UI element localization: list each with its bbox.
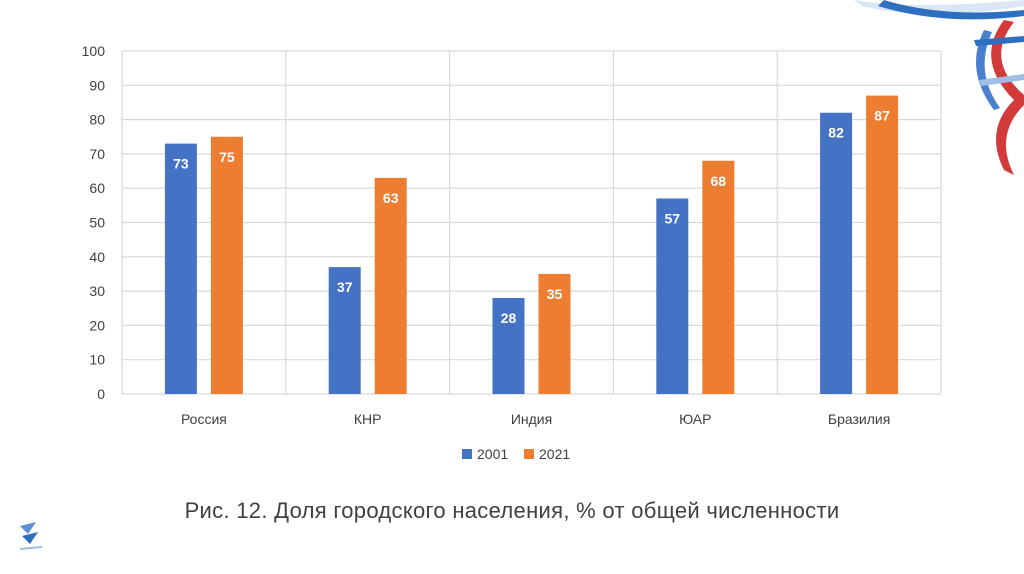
legend-label: 2021	[539, 446, 570, 462]
data-label: 35	[547, 286, 563, 302]
bar-2001-0	[164, 143, 197, 394]
data-label: 63	[383, 190, 399, 206]
data-label: 75	[219, 149, 235, 165]
bar-chart: 0 10 20 30 40 50 60 70 80 90 100 73 75 37 63 28 35 57 68 8…	[82, 43, 942, 462]
data-label: 73	[173, 156, 189, 172]
y-tick-label: 100	[82, 43, 106, 59]
y-tick-label: 10	[89, 352, 105, 368]
data-label: 37	[337, 279, 353, 295]
chart-grid	[121, 50, 942, 395]
y-tick-label: 50	[89, 215, 105, 231]
y-tick-label: 80	[89, 112, 105, 128]
x-tick-label: ЮАР	[679, 411, 711, 427]
y-tick-label: 40	[89, 249, 105, 265]
bar-2021-4	[866, 95, 899, 394]
data-label: 57	[665, 210, 681, 226]
y-tick-label: 30	[89, 283, 105, 299]
logo-icon	[20, 522, 42, 550]
bar-2001-4	[820, 112, 853, 395]
chart-bars: 73 75 37 63 28 35 57 68 82 87	[164, 95, 899, 395]
data-label: 87	[874, 108, 890, 124]
bar-2021-1	[374, 177, 407, 394]
x-tick-label: Индия	[511, 411, 552, 427]
chart-legend: 2001 2021	[462, 446, 570, 462]
y-tick-label: 60	[89, 180, 105, 196]
y-tick-label: 20	[89, 317, 105, 333]
y-tick-label: 90	[89, 77, 105, 93]
bar-2001-1	[328, 267, 361, 394]
legend-swatch	[524, 449, 534, 459]
y-tick-label: 70	[89, 146, 105, 162]
legend-swatch	[462, 449, 472, 459]
bar-2001-2	[492, 297, 525, 394]
bar-2021-3	[702, 160, 735, 394]
bar-2021-0	[210, 136, 243, 394]
bar-2001-3	[656, 198, 689, 394]
decorative-ribbon-icon	[854, 0, 1024, 175]
bar-2021-2	[538, 273, 571, 394]
x-tick-label: Россия	[181, 411, 227, 427]
legend-label: 2001	[477, 446, 508, 462]
y-tick-label: 0	[97, 386, 105, 402]
x-tick-label: КНР	[354, 411, 382, 427]
data-label: 68	[711, 173, 727, 189]
y-axis-ticks: 0 10 20 30 40 50 60 70 80 90 100	[82, 43, 106, 402]
x-axis-labels: Россия КНР Индия ЮАР Бразилия	[181, 411, 890, 427]
figure-caption: Рис. 12. Доля городского населения, % от…	[184, 498, 840, 523]
x-tick-label: Бразилия	[828, 411, 890, 427]
data-label: 28	[501, 310, 517, 326]
data-label: 82	[828, 125, 844, 141]
